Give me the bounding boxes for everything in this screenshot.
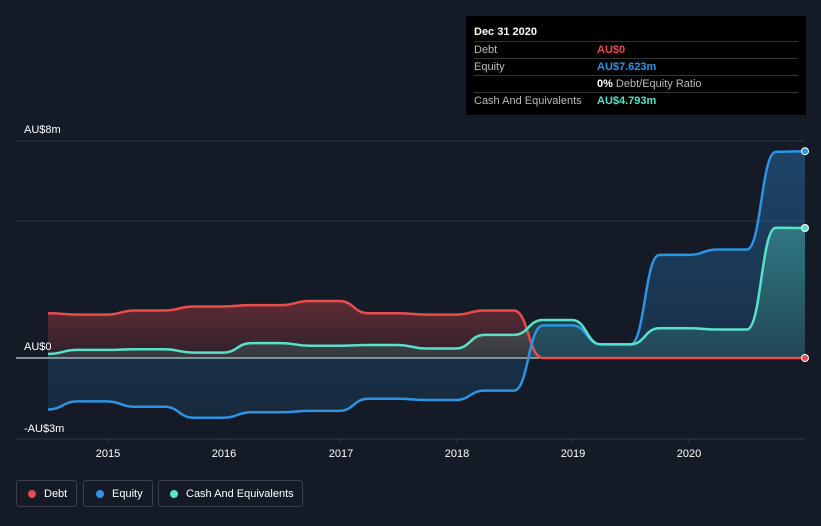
tooltip-ratio-label: Debt/Equity Ratio [615,78,702,90]
legend-item-equity[interactable]: Equity [83,480,153,507]
cash-area [48,227,805,358]
equity-area [48,151,805,418]
debt-end-point[interactable] [801,354,809,362]
x-tick-label: 2016 [212,448,236,460]
y-axis-ticks: AU$8m AU$0 -AU$3m [24,124,64,435]
y-tick-label: -AU$3m [24,423,64,435]
tooltip-label: Cash And Equivalents [474,95,582,107]
x-tick-label: 2020 [677,448,701,460]
tooltip-ratio-value: 0% [597,78,613,90]
tooltip-label: Debt [474,44,498,56]
equity-end-point[interactable] [801,147,809,156]
tooltip-row-ratio: 0% Debt/Equity Ratio [474,76,798,93]
cash-series-line [47,226,806,356]
legend-item-cash[interactable]: Cash And Equivalents [158,480,303,507]
legend-item-debt[interactable]: Debt [16,480,77,507]
line-layer [47,149,806,419]
debt-dot-icon [28,489,36,498]
legend-label-debt: Debt [44,487,68,500]
tooltip-value: AU$0 [597,44,626,56]
y-tick-label: AU$8m [24,124,61,136]
data-tooltip: Dec 31 2020 Debt AU$0 Equity AU$7.623m 0… [466,16,806,115]
legend-label-equity: Equity [112,487,143,500]
equity-dot-icon [96,489,104,498]
legend-label-cash: Cash And Equivalents [186,487,294,500]
equity-series-line [47,149,806,419]
debt-area [48,301,805,358]
cash-dot-icon [170,489,178,498]
area-layer [48,151,805,418]
tooltip-label: Equity [474,61,505,73]
cash-end-point[interactable] [801,223,809,232]
x-tick-label: 2017 [329,448,353,460]
y-tick-label: AU$0 [24,341,52,353]
tooltip-value: AU$7.623m [597,61,657,73]
tooltip-date: Dec 31 2020 [474,24,798,42]
x-tick-label: 2019 [561,448,585,460]
x-tick-label: 2015 [96,448,120,460]
tooltip-row-equity: Equity AU$7.623m [474,59,798,76]
tooltip-value: AU$4.793m [597,95,657,107]
debt-series-line [47,299,805,360]
tooltip-row-cash: Cash And Equivalents AU$4.793m [474,93,798,109]
x-tick-label: 2018 [445,448,469,460]
x-axis-ticks: 2015 2016 2017 2018 2019 2020 [96,439,701,460]
tooltip-row-debt: Debt AU$0 [474,42,798,59]
end-dots [801,147,809,362]
